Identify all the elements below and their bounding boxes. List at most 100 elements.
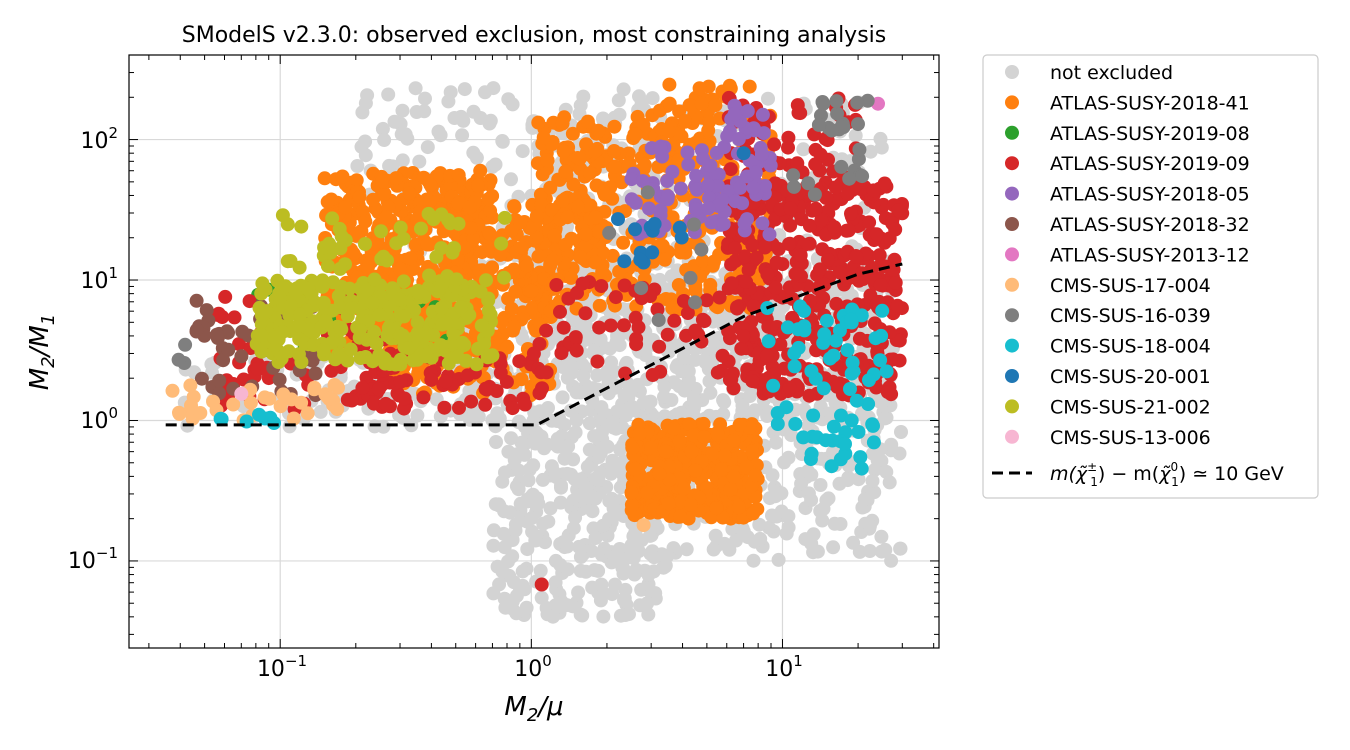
point-series-1: [481, 192, 496, 207]
point-series-3: [783, 201, 798, 216]
point-series-1: [514, 372, 529, 387]
y-tick-label-0: 10−1: [68, 544, 118, 574]
point-series-1: [358, 214, 373, 229]
point-series-3: [534, 577, 549, 592]
point-series-11: [411, 286, 426, 300]
point-series-9: [866, 435, 881, 450]
point-series-3: [416, 390, 431, 405]
point-series-11: [291, 347, 306, 362]
point-series-11: [282, 308, 297, 323]
point-series-3: [680, 306, 695, 320]
point-series-0: [569, 413, 584, 428]
point-series-1: [379, 210, 394, 225]
point-series-0: [582, 442, 597, 457]
point-series-4: [701, 178, 716, 193]
point-series-0: [381, 87, 396, 102]
point-series-3: [827, 220, 842, 235]
point-series-3: [397, 401, 411, 416]
point-series-0: [573, 607, 588, 622]
point-series-1: [624, 497, 639, 512]
point-series-1: [628, 127, 643, 142]
point-series-11: [320, 259, 335, 273]
point-series-3: [730, 300, 745, 315]
point-series-0: [527, 405, 542, 420]
point-series-1: [482, 226, 497, 241]
point-series-0: [506, 575, 521, 590]
point-series-1: [682, 417, 697, 432]
point-series-4: [653, 140, 668, 155]
point-series-1: [547, 228, 562, 243]
point-series-0: [618, 582, 633, 597]
point-series-0: [664, 393, 679, 407]
point-series-3: [539, 365, 554, 380]
point-series-1: [389, 171, 404, 186]
point-series-7: [172, 405, 186, 420]
point-series-0: [624, 383, 639, 398]
point-series-0: [771, 552, 786, 567]
point-series-3: [739, 274, 754, 289]
point-series-1: [556, 144, 571, 159]
point-series-4: [746, 180, 761, 195]
point-series-1: [570, 199, 585, 214]
point-series-1: [508, 284, 523, 299]
point-series-3: [378, 396, 393, 411]
point-series-3: [869, 227, 884, 242]
reference-dashed-line: [165, 262, 903, 427]
point-series-11: [395, 328, 410, 343]
point-series-11: [477, 337, 492, 351]
point-series-3: [793, 106, 808, 121]
point-series-0: [874, 544, 889, 559]
point-series-0: [560, 370, 575, 385]
point-series-8: [851, 117, 865, 132]
y-tick-label-2: 101: [80, 264, 118, 294]
point-series-5: [212, 373, 227, 388]
point-series-8: [834, 159, 849, 174]
point-series-3: [768, 280, 783, 295]
point-series-0: [624, 403, 639, 418]
point-series-1: [457, 240, 472, 255]
point-series-3: [734, 341, 749, 356]
point-series-1: [519, 258, 534, 273]
point-series-9: [788, 417, 803, 431]
point-series-8: [687, 217, 701, 232]
point-series-1: [678, 114, 693, 128]
point-series-3: [829, 296, 844, 311]
point-series-11: [365, 296, 380, 310]
point-series-1: [591, 224, 606, 239]
x-axis-label: M2/μ: [504, 692, 563, 726]
legend-label-11: CMS-SUS-21-002: [1050, 396, 1211, 418]
point-series-1: [612, 264, 627, 279]
point-series-0: [874, 529, 889, 544]
point-series-0: [588, 491, 603, 506]
legend-label-7: CMS-SUS-17-004: [1050, 275, 1211, 297]
scatter-points: [165, 77, 910, 624]
point-series-1: [545, 253, 560, 268]
point-series-3: [844, 206, 858, 221]
point-series-1: [683, 497, 698, 512]
point-series-4: [690, 182, 704, 197]
point-series-0: [543, 501, 558, 516]
legend-label-5: ATLAS-SUSY-2018-32: [1050, 214, 1250, 236]
point-series-0: [765, 468, 780, 483]
point-series-0: [640, 596, 655, 611]
legend: not excludedATLAS-SUSY-2018-41ATLAS-SUSY…: [1005, 62, 1250, 449]
point-series-1: [661, 496, 676, 511]
point-series-3: [590, 354, 605, 369]
legend-label-1: ATLAS-SUSY-2018-41: [1050, 92, 1250, 114]
point-series-1: [572, 151, 587, 166]
point-series-12: [234, 386, 249, 401]
point-series-5: [209, 327, 224, 342]
point-series-11: [358, 237, 372, 251]
point-series-3: [724, 276, 739, 291]
point-series-0: [548, 575, 563, 590]
point-series-0: [614, 551, 629, 566]
point-series-5: [234, 349, 249, 364]
point-series-7: [636, 518, 651, 533]
point-series-3: [808, 157, 823, 172]
point-series-3: [736, 329, 751, 344]
point-series-1: [375, 174, 389, 189]
point-series-1: [420, 237, 435, 252]
point-series-0: [350, 159, 365, 173]
point-series-4: [628, 195, 643, 210]
y-tick-label-3: 102: [80, 124, 118, 154]
